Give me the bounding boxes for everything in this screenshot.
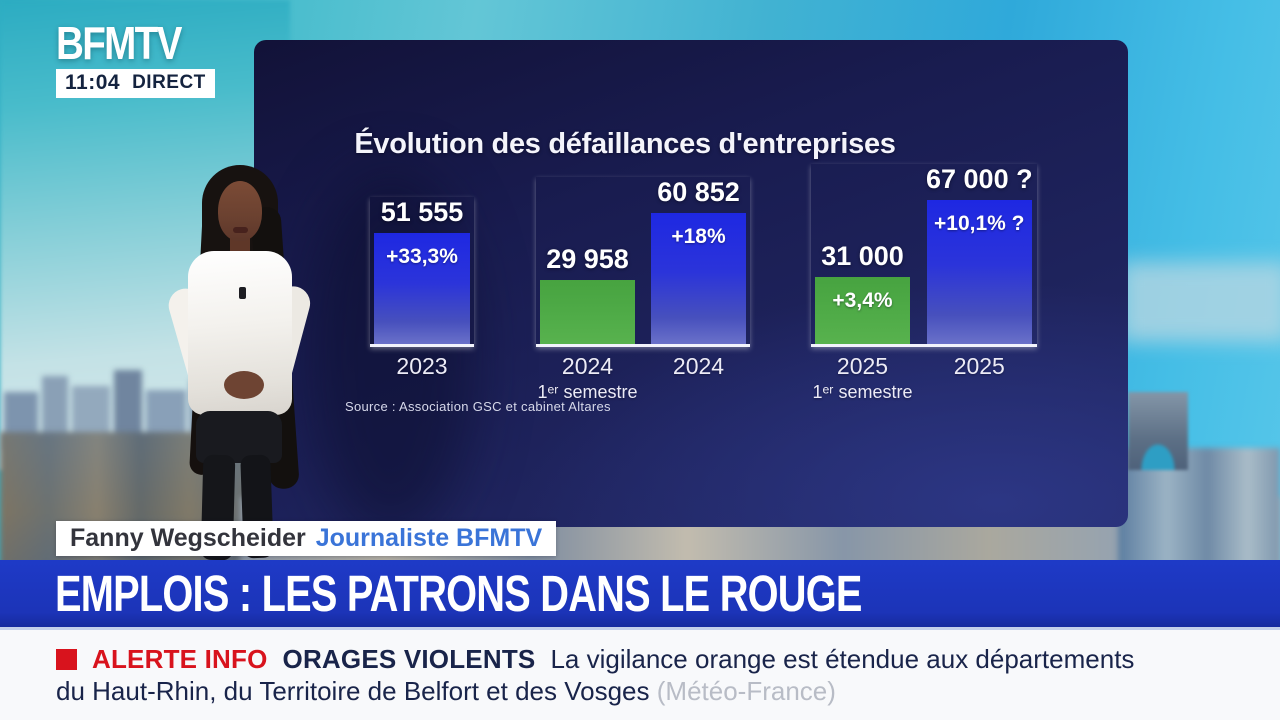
bar-2023: 51 555 +33,3% 2023 — [374, 197, 470, 379]
alert-line-2: du Haut-Rhin, du Territoire de Belfort e… — [56, 676, 836, 707]
bfmtv-logo: BFMTV — [56, 17, 182, 69]
clock-time: 11:04 — [65, 71, 121, 94]
reporter-pants — [196, 411, 282, 463]
direct-label: DIRECT — [132, 72, 206, 93]
alert-info-bar: ALERTE INFO ORAGES VIOLENTS La vigilance… — [0, 627, 1280, 720]
reporter-hands — [224, 371, 264, 399]
reporter-figure — [164, 165, 314, 561]
bar-delta-label: +3,4% — [832, 289, 893, 312]
red-square-icon — [56, 649, 77, 670]
bar-group: 31 000 +3,4% 2025 1ᵉʳ semestre 67 000 ? +10,1… — [811, 164, 1037, 402]
bar-axis-label: 2023 — [396, 353, 448, 379]
lower-third-name-banner: Fanny Wegscheider Journaliste BFMTV — [56, 521, 557, 556]
bar-2025: 67 000 ? +10,1% ? 2025 — [926, 164, 1033, 379]
arc-de-triomphe — [1128, 392, 1188, 470]
bar-axis-label: 2024 1ᵉʳ semestre — [537, 353, 638, 402]
bar-group: 29 958 2024 1ᵉʳ semestre 60 852 +18% 2024 — [536, 177, 750, 402]
bar-delta-label: +18% — [671, 225, 726, 248]
alert-tag: ALERTE INFO — [92, 644, 268, 674]
bar-axis-label: 2024 — [672, 353, 725, 379]
alert-text-line1: La vigilance orange est étendue aux dépa… — [550, 644, 1135, 674]
bar-group: 51 555 +33,3% 2023 — [370, 197, 474, 379]
bar-delta-label: +33,3% — [386, 245, 458, 268]
lavalier-mic — [239, 287, 246, 299]
cloud-haze — [1120, 262, 1280, 342]
bar-axis-label: 2025 1ᵉʳ semestre — [812, 353, 913, 402]
reporter-lips — [233, 227, 248, 233]
bar-rect: +33,3% — [374, 233, 470, 344]
alert-attribution: (Météo-France) — [656, 676, 836, 706]
alert-line-1: ALERTE INFO ORAGES VIOLENTS La vigilance… — [56, 644, 1134, 675]
bar-value-label: 29 958 — [546, 244, 629, 274]
bar-rect — [540, 280, 635, 344]
reporter-name: Fanny Wegscheider — [70, 524, 306, 552]
reporter-role: Journaliste BFMTV — [315, 524, 543, 552]
headline-banner: EMPLOIS : LES PATRONS DANS LE ROUGE — [0, 560, 1280, 627]
time-direct-box: 11:04 DIRECT — [56, 69, 215, 98]
bar-rect: +3,4% — [815, 277, 910, 344]
headline-text: EMPLOIS : LES PATRONS DANS LE ROUGE — [55, 565, 862, 622]
chart-source: Source : Association GSC et cabinet Alta… — [345, 399, 611, 414]
chart-title: Évolution des défaillances d'entreprises — [354, 128, 896, 160]
alert-text-line2: du Haut-Rhin, du Territoire de Belfort e… — [56, 676, 657, 706]
bar-delta-label: +10,1% ? — [934, 212, 1025, 235]
channel-logo-block: BFMTV 11:04 DIRECT — [56, 20, 215, 98]
bar-value-label: 51 555 — [380, 197, 464, 227]
bar-value-label: 67 000 ? — [926, 164, 1033, 194]
alert-topic: ORAGES VIOLENTS — [282, 644, 536, 674]
bar-rect: +18% — [651, 213, 746, 344]
bar-value-label: 60 852 — [657, 177, 740, 207]
bar-rect: +10,1% ? — [926, 200, 1032, 344]
studio-chart-panel: Évolution des défaillances d'entreprises… — [254, 40, 1128, 527]
bar-axis-label: 2025 — [953, 353, 1005, 379]
reporter-shadow — [306, 170, 476, 527]
bar-value-label: 31 000 — [821, 241, 904, 271]
bar-2025-s1: 31 000 +3,4% 2025 1ᵉʳ semestre — [812, 241, 912, 402]
bar-2024-s1: 29 958 2024 1ᵉʳ semestre — [537, 244, 637, 402]
bar-2024: 60 852 +18% 2024 — [651, 177, 746, 379]
